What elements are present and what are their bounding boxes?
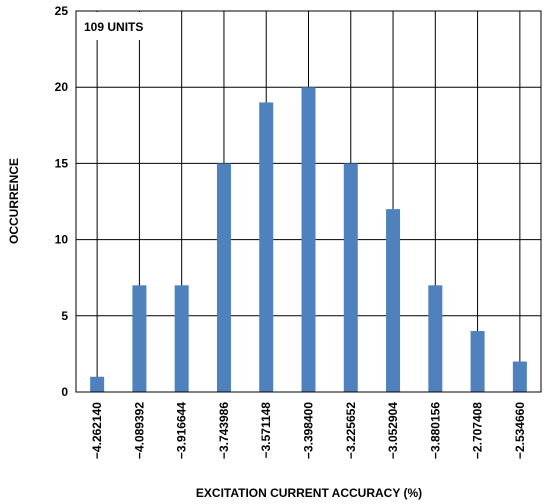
bars: [90, 87, 527, 392]
bar: [428, 285, 443, 392]
annotation-box: [77, 12, 161, 40]
x-tick-label: −3.743986: [217, 402, 231, 459]
y-tick-label: 0: [61, 385, 68, 399]
bar: [343, 163, 358, 392]
x-tick-label: −2.534660: [513, 402, 527, 459]
bar: [259, 102, 274, 392]
y-axis-title: OCCURRENCE: [7, 158, 21, 244]
x-tick-label: −2.707408: [471, 402, 485, 459]
x-tick-label: −3.916644: [175, 402, 189, 459]
x-tick-label: −3.880156: [428, 402, 442, 459]
bar: [301, 87, 316, 392]
y-tick-label: 5: [61, 309, 68, 323]
x-tick-labels: −4.262140 −4.089392 −3.916644 −3.743986 −3.5…: [90, 402, 527, 459]
bar: [90, 376, 105, 392]
x-tick-label: −4.089392: [132, 402, 146, 459]
x-tick-label: −4.262140: [90, 402, 104, 459]
x-axis-title: EXCITATION CURRENT ACCURACY (%): [196, 486, 422, 500]
y-tick-label: 10: [55, 233, 69, 247]
bar: [386, 209, 401, 392]
bar: [470, 331, 485, 392]
bar: [174, 285, 189, 392]
x-tick-label: −3.571148: [259, 402, 273, 459]
y-tick-labels: 0 5 10 15 20 25: [55, 4, 69, 399]
x-tick-label: −3.398400: [302, 402, 316, 459]
y-tick-label: 20: [55, 80, 69, 94]
x-tick-label: −3.225652: [344, 402, 358, 459]
plot-frame: [75, 10, 542, 393]
annotation-label: 109 UNITS: [84, 20, 143, 34]
y-tick-label: 15: [55, 156, 69, 170]
x-tick-label: −3.052904: [386, 402, 400, 459]
y-tick-label: 25: [55, 4, 69, 18]
bar: [216, 163, 231, 392]
bar: [132, 285, 147, 392]
bar: [512, 361, 527, 392]
